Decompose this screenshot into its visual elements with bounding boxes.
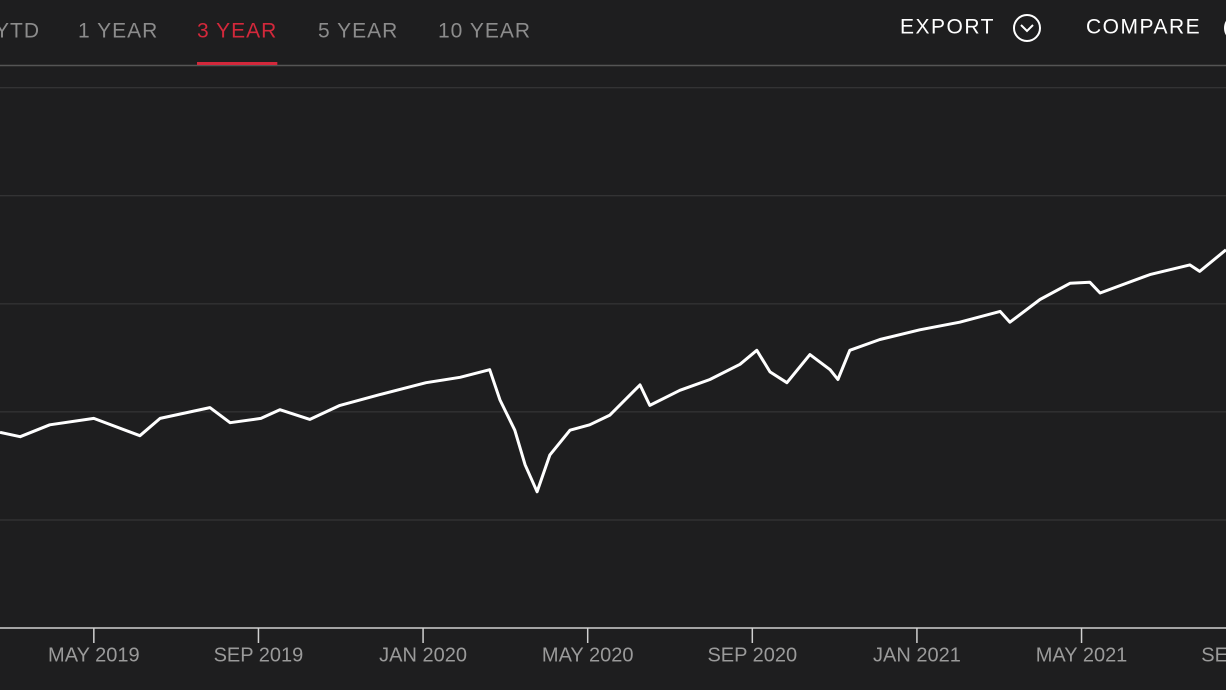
period-tab[interactable]: 10 YEAR	[438, 20, 531, 43]
x-tick-label: JAN 2021	[873, 644, 961, 666]
price-line	[0, 248, 1226, 494]
x-tick-label: MAY 2021	[1036, 644, 1128, 666]
period-tabs: YTD 1 YEAR 3 YEAR 5 YEAR 10 YEAR	[0, 20, 531, 65]
x-tick-label: MAY 2020	[542, 644, 634, 666]
export-icon[interactable]	[1013, 14, 1041, 42]
period-tab[interactable]: 5 YEAR	[318, 20, 398, 43]
plot: MAY 2019 SEP 2019 JAN 2020 MAY 2020 SEP 2020…	[0, 87, 1226, 666]
compare-icon[interactable]	[1224, 15, 1226, 41]
period-tab[interactable]: 1 YEAR	[78, 20, 158, 43]
x-tick-label: JAN 2020	[379, 644, 467, 666]
x-tick-label: SEP 2019	[214, 644, 304, 666]
x-tick-label: MAY 2019	[48, 644, 140, 666]
period-tab[interactable]: 3 YEAR	[197, 20, 277, 43]
export-chevron	[1020, 24, 1034, 33]
x-tick-label: SEP 2021	[1201, 644, 1226, 666]
compare-button[interactable]: COMPARE	[1086, 16, 1201, 39]
x-tick-label: SEP 2020	[707, 644, 797, 666]
period-tab[interactable]: YTD	[0, 20, 40, 43]
active-tab-underline	[197, 62, 278, 65]
export-button[interactable]: EXPORT	[900, 16, 995, 39]
